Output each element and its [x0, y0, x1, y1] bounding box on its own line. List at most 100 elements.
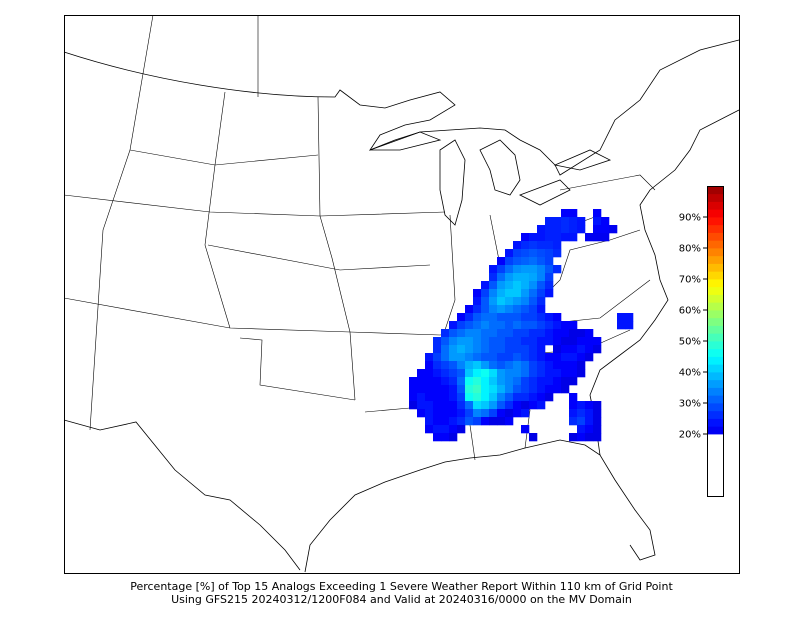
grid-cell [553, 385, 562, 394]
grid-cell [569, 353, 578, 362]
grid-cell [561, 321, 570, 330]
atlantic-coast [589, 109, 740, 456]
grid-cell [505, 409, 514, 418]
grid-cell [529, 329, 538, 338]
grid-cell [441, 425, 450, 434]
grid-cell [481, 329, 490, 338]
colorbar-tick-label: 90% [679, 213, 701, 224]
grid-cell [473, 305, 482, 314]
grid-cell [513, 361, 522, 370]
grid-cell [505, 353, 514, 362]
grid-cell [473, 377, 482, 386]
grid-cell [441, 401, 450, 410]
colorbar-segment [707, 403, 723, 412]
grid-cell [561, 225, 570, 234]
grid-cell [457, 321, 466, 330]
grid-cell [561, 361, 570, 370]
colorbar-segment [707, 224, 723, 233]
grid-cell [553, 321, 562, 330]
grid-cell [537, 305, 546, 314]
grid-cell [585, 401, 594, 410]
grid-cell [513, 337, 522, 346]
grid-cell [465, 361, 474, 370]
grid-cell [481, 393, 490, 402]
grid-cell [497, 305, 506, 314]
grid-cell [545, 313, 554, 322]
grid-cell [521, 273, 530, 282]
grid-cell [601, 225, 610, 234]
grid-cell [505, 369, 514, 378]
grid-cell [537, 361, 546, 370]
grid-cell [505, 385, 514, 394]
grid-cell [473, 361, 482, 370]
grid-cell [569, 209, 578, 218]
grid-cell [529, 337, 538, 346]
grid-cell [497, 361, 506, 370]
colorbar-segment [707, 217, 723, 226]
great-lakes [369, 131, 612, 226]
grid-cell [489, 393, 498, 402]
grid-cell [521, 305, 530, 314]
grid-cell [521, 369, 530, 378]
colorbar-tick-label: 70% [679, 275, 701, 286]
grid-cell [457, 313, 466, 322]
grid-cell [513, 249, 522, 258]
grid-cell [465, 305, 474, 314]
grid-cell [593, 225, 602, 234]
grid-cell [441, 377, 450, 386]
colorbar-segment [707, 395, 723, 404]
grid-cell [537, 257, 546, 266]
grid-cell [505, 329, 514, 338]
grid-cell [545, 329, 554, 338]
grid-cell [521, 297, 530, 306]
grid-cell [513, 281, 522, 290]
grid-cell [513, 313, 522, 322]
grid-cell [505, 305, 514, 314]
grid-cell [569, 417, 578, 426]
grid-cell [521, 313, 530, 322]
grid-cell [537, 225, 546, 234]
grid-cell [497, 321, 506, 330]
colorbar-segment [707, 240, 723, 249]
grid-cell [497, 393, 506, 402]
grid-cell [521, 249, 530, 258]
grid-cell [529, 433, 538, 442]
colorbar-tick-label: 30% [679, 399, 701, 410]
grid-cell [569, 393, 578, 402]
grid-cell [481, 321, 490, 330]
colorbar-segment [707, 325, 723, 334]
grid-cell [545, 257, 554, 266]
grid-cell [553, 369, 562, 378]
grid-cell [537, 289, 546, 298]
colorbar-segment [707, 193, 723, 202]
grid-cell [481, 377, 490, 386]
grid-cell [489, 385, 498, 394]
grid-cell [489, 369, 498, 378]
grid-cell [489, 321, 498, 330]
grid-cell [625, 313, 634, 322]
grid-cell [433, 433, 442, 442]
grid-cell [449, 425, 458, 434]
grid-cell [529, 401, 538, 410]
grid-cell [465, 417, 474, 426]
grid-cell [529, 265, 538, 274]
grid-cell [457, 329, 466, 338]
grid-cell [441, 385, 450, 394]
grid-cell [537, 385, 546, 394]
grid-cell [473, 417, 482, 426]
grid-cell [585, 329, 594, 338]
grid-cell [521, 409, 530, 418]
colorbar-segment [707, 356, 723, 365]
colorbar-tick-label: 60% [679, 306, 701, 317]
grid-cell [433, 385, 442, 394]
grid-cell [481, 385, 490, 394]
grid-cell [497, 409, 506, 418]
grid-cell [489, 313, 498, 322]
grid-cell [465, 313, 474, 322]
grid-cell [433, 401, 442, 410]
grid-cell [513, 321, 522, 330]
colorbar-segment [707, 302, 723, 311]
grid-cell [465, 353, 474, 362]
grid-cell [481, 409, 490, 418]
grid-cell [529, 257, 538, 266]
